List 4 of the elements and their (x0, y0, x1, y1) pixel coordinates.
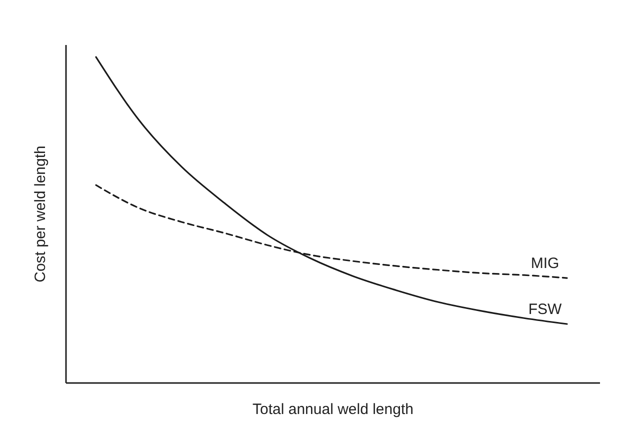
y-axis-title: Cost per weld length (32, 146, 49, 282)
series-label: FSW (528, 300, 563, 318)
series-label: MIG (530, 255, 560, 272)
x-axis-title: Total annual weld length (252, 401, 414, 418)
